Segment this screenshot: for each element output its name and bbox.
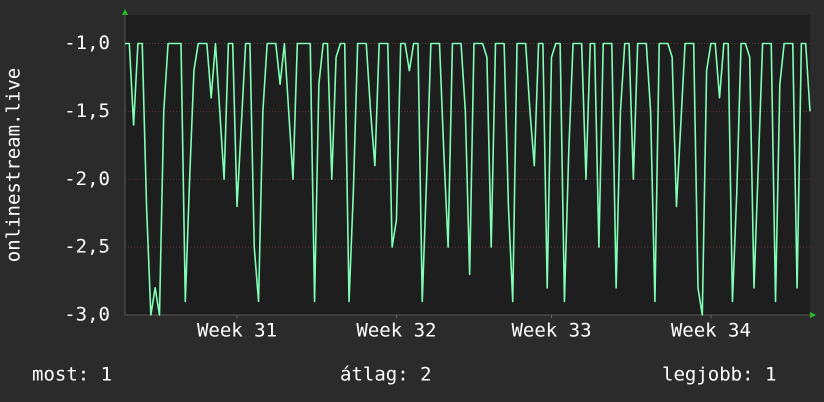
x-tick-label: Week 34 (671, 320, 751, 342)
x-axis-arrow (810, 312, 816, 318)
y-tick-label: -2,5 (64, 236, 110, 258)
series-line (125, 42, 811, 316)
footer-average: átlag: 2 (340, 364, 432, 386)
x-tick-label: Week 33 (511, 320, 591, 342)
y-tick-label: -1,0 (64, 32, 110, 54)
y-axis-arrow (122, 9, 128, 15)
y-tick-label: -2,0 (64, 168, 110, 190)
y-tick-label: -3,0 (64, 304, 110, 326)
footer-best: legjobb: 1 (662, 364, 776, 386)
footer-current: most: 1 (32, 364, 112, 386)
x-tick-label: Week 31 (197, 320, 277, 342)
y-tick-label: -1,5 (64, 100, 110, 122)
y-axis-label: onlinestream.live (3, 68, 25, 262)
x-tick-label: Week 32 (356, 320, 436, 342)
